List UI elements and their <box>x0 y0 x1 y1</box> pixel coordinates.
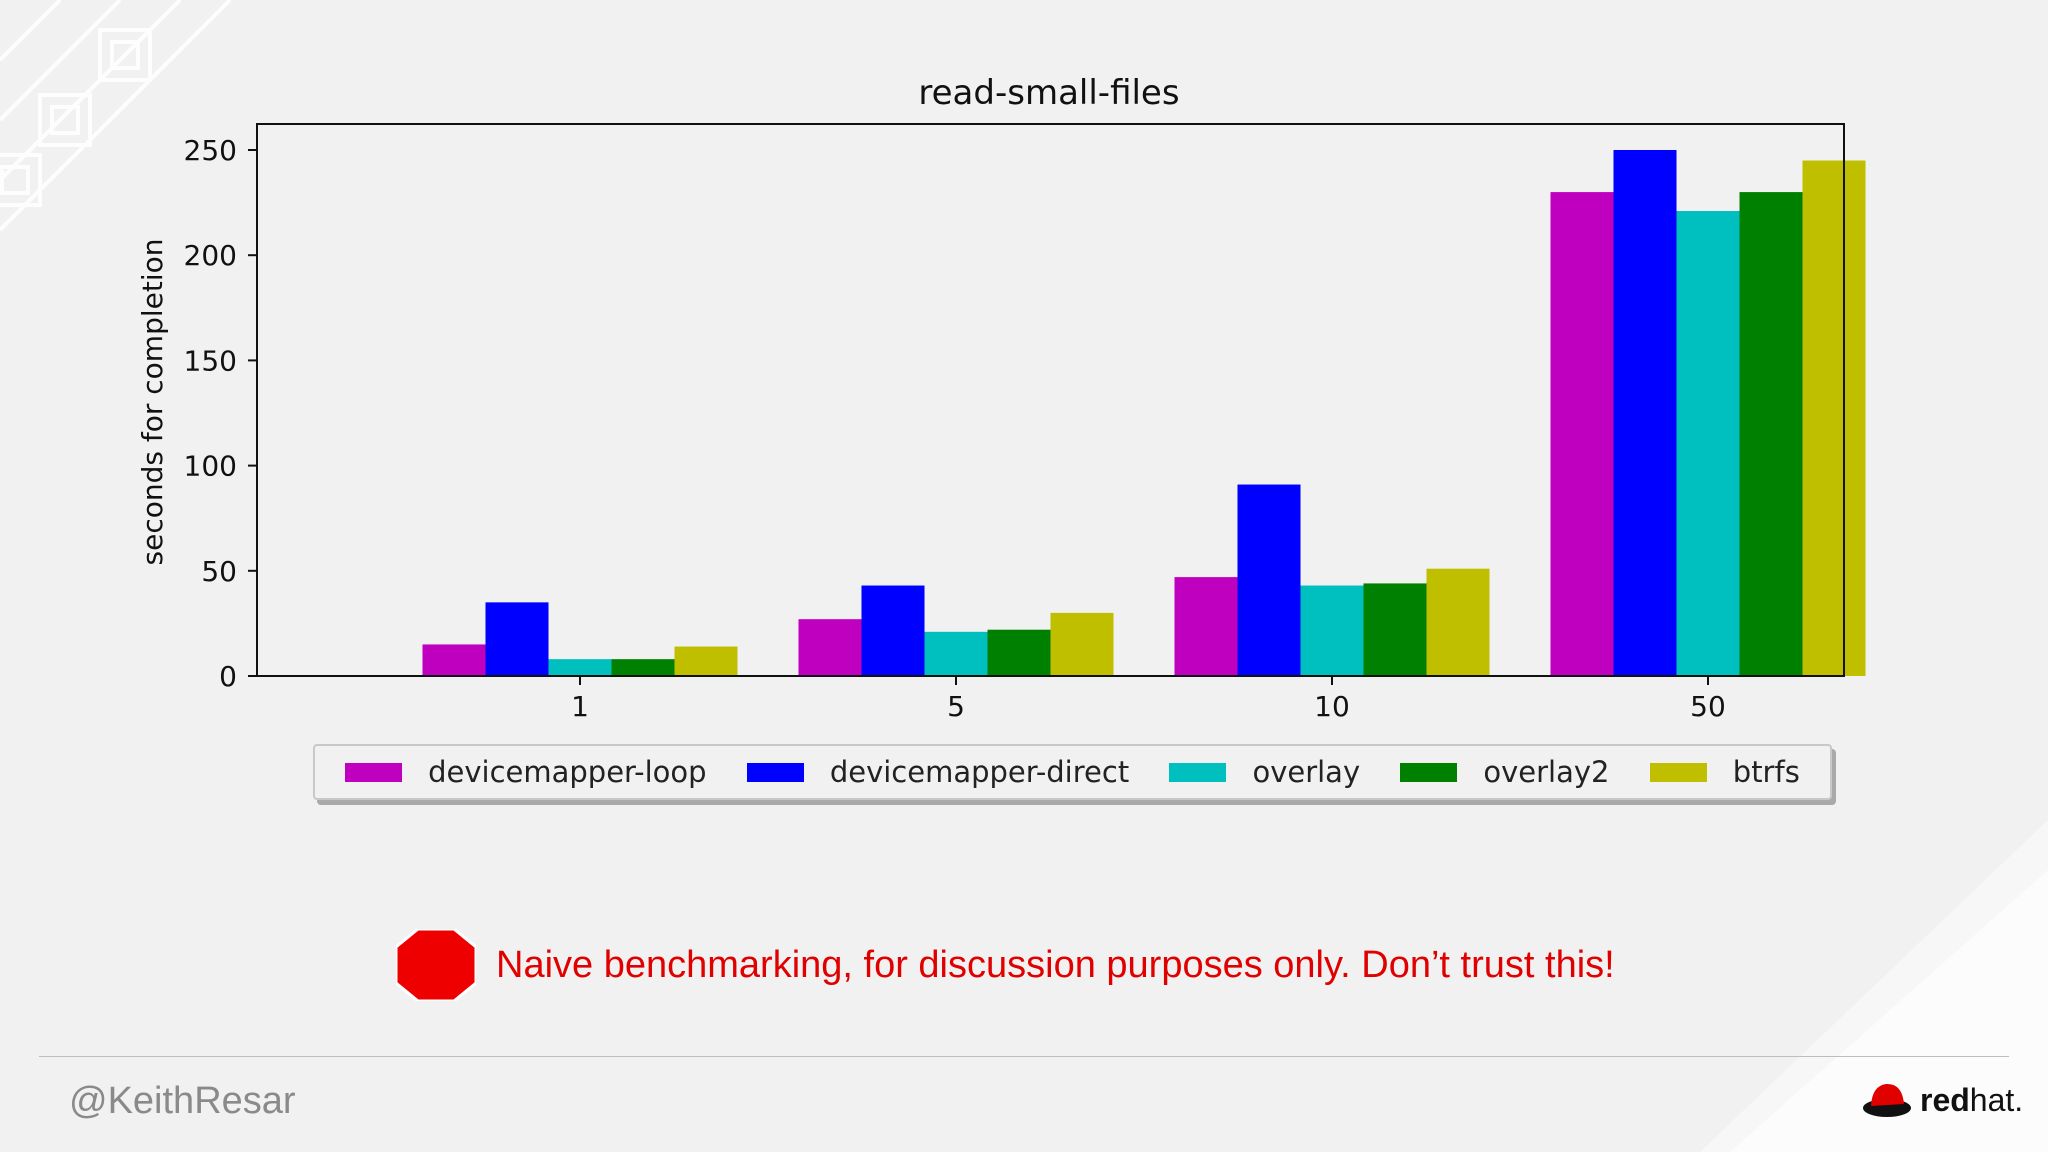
bar-devicemapper-loop-50 <box>1550 192 1614 676</box>
legend-swatch <box>345 762 403 782</box>
warning-text: Naive benchmarking, for discussion purpo… <box>496 943 1615 986</box>
legend-item-overlay2: overlay2 <box>1400 755 1610 789</box>
legend-label: overlay2 <box>1483 755 1610 789</box>
legend-item-devicemapper-direct: devicemapper-direct <box>746 755 1130 789</box>
bar-btrfs-5 <box>1050 612 1114 676</box>
legend-swatch <box>746 762 804 782</box>
legend-swatch <box>1400 762 1458 782</box>
legend-label: overlay <box>1252 755 1361 789</box>
chart-title: read-small-files <box>918 73 1179 113</box>
x-ticks-group: 1 5 10 50 <box>571 676 1726 723</box>
y-ticks-group: 0 50 100 150 200 250 <box>184 134 257 693</box>
bar-overlay2-50 <box>1739 192 1803 676</box>
logo-light-text: hat. <box>1969 1081 2024 1118</box>
legend-label: btrfs <box>1732 755 1800 789</box>
legend-item-devicemapper-loop: devicemapper-loop <box>345 755 707 789</box>
logo-bold-text: red <box>1920 1081 1970 1118</box>
author-handle: @KeithResar <box>69 1080 296 1122</box>
x-tick-label: 5 <box>947 690 965 723</box>
legend-label: devicemapper-loop <box>428 755 707 789</box>
legend-item-overlay: overlay <box>1169 755 1360 789</box>
bar-devicemapper-direct-5 <box>861 585 925 676</box>
legend-swatch <box>1649 762 1707 782</box>
bar-devicemapper-direct-50 <box>1613 150 1677 676</box>
y-tick-label: 50 <box>201 555 237 588</box>
x-tick-label: 1 <box>571 690 589 723</box>
chart-legend: devicemapper-loop devicemapper-direct over… <box>313 744 1832 800</box>
y-tick-label: 250 <box>184 134 237 167</box>
y-axis-label: seconds for completion <box>136 239 169 566</box>
y-tick-label: 100 <box>184 450 237 483</box>
x-tick-label: 50 <box>1690 690 1726 723</box>
plot-frame <box>256 123 1845 677</box>
bar-devicemapper-direct-10 <box>1237 484 1301 676</box>
bar-overlay-5 <box>924 631 988 676</box>
redhat-logo: redhat. <box>1862 1078 2023 1122</box>
bar-devicemapper-direct-1 <box>485 602 549 676</box>
bar-btrfs-1 <box>674 646 738 676</box>
redhat-hat-icon <box>1863 1083 1911 1117</box>
warning-banner: Naive benchmarking, for discussion purpo… <box>396 929 1615 1001</box>
bar-devicemapper-loop-10 <box>1174 577 1238 676</box>
bar-devicemapper-loop-1 <box>422 644 486 676</box>
footer-divider <box>39 1056 2009 1057</box>
x-tick-label: 10 <box>1314 690 1350 723</box>
bar-overlay2-5 <box>987 629 1051 676</box>
bar-btrfs-50 <box>1802 160 1866 676</box>
y-tick-label: 150 <box>184 344 237 377</box>
y-tick-label: 0 <box>219 660 237 693</box>
bar-overlay2-10 <box>1363 583 1427 676</box>
bar-overlay-10 <box>1300 585 1364 676</box>
legend-swatch <box>1169 762 1227 782</box>
bar-overlay-1 <box>548 659 612 676</box>
redhat-wordmark: redhat. <box>1920 1082 2023 1119</box>
legend-label: devicemapper-direct <box>829 755 1130 789</box>
legend-item-btrfs: btrfs <box>1649 755 1800 789</box>
bars-group <box>422 150 1866 677</box>
bar-btrfs-10 <box>1426 568 1490 676</box>
bar-devicemapper-loop-5 <box>798 619 862 676</box>
stop-sign-icon <box>396 929 476 1001</box>
bar-overlay2-1 <box>611 659 675 676</box>
y-tick-label: 200 <box>184 239 237 272</box>
bar-overlay-50 <box>1676 211 1740 677</box>
